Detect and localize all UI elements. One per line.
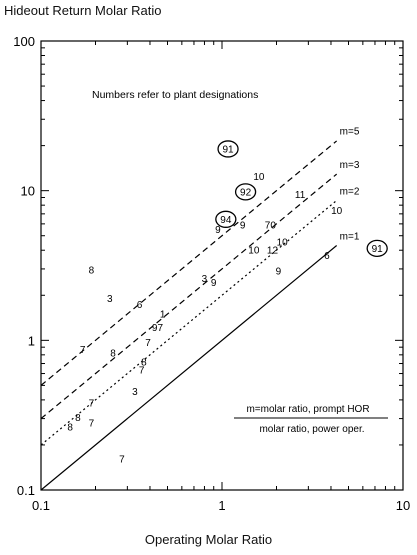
formula-numerator: m=molar ratio, prompt HOR — [246, 404, 369, 415]
data-point: 7 — [119, 454, 125, 465]
line-label-m5: m=5 — [340, 127, 360, 138]
data-point: 94 — [215, 210, 237, 228]
reference-line-labels: m=1 m=2 m=3 m=5 — [340, 127, 360, 243]
data-point: 10 — [277, 238, 289, 249]
line-m2 — [40, 200, 338, 446]
point-label: 3 — [202, 274, 208, 285]
data-point: 1 — [160, 310, 166, 321]
point-label: 7 — [89, 419, 95, 430]
formula-box: m=molar ratio, prompt HOR molar ratio, p… — [234, 404, 388, 435]
data-point: 3 — [132, 387, 138, 398]
y-axis-label: Hideout Return Molar Ratio — [4, 3, 162, 18]
point-label: 8 — [141, 357, 147, 368]
x-tick-label: 1 — [218, 498, 225, 513]
data-point: 3 — [107, 294, 113, 305]
point-label: 91 — [372, 244, 384, 255]
x-tick-label: 10 — [396, 498, 410, 513]
line-label-m2: m=2 — [340, 186, 360, 197]
data-point: 7 — [89, 399, 95, 410]
data-point: 8 — [141, 357, 147, 368]
data-point: 91 — [366, 239, 388, 258]
data-point: 12 — [267, 246, 279, 257]
y-tick-label: 10 — [21, 184, 35, 199]
line-m3 — [40, 173, 338, 420]
data-point: 7 — [139, 366, 145, 377]
point-label: 8 — [75, 413, 81, 424]
data-point: 8 — [89, 265, 95, 276]
data-point: 7 — [89, 419, 95, 430]
point-label: 92 — [240, 187, 252, 198]
point-label: 7 — [139, 366, 145, 377]
formula-denominator: molar ratio, power oper. — [259, 424, 364, 435]
point-label: 6 — [324, 251, 330, 262]
data-point: 91 — [217, 140, 239, 158]
data-point: 10 — [248, 246, 260, 257]
point-label: 9 — [211, 278, 217, 289]
plot-frame — [40, 40, 404, 491]
point-label: 10 — [248, 246, 260, 257]
y-tick-label: 0.1 — [17, 483, 35, 498]
point-label: 94 — [220, 215, 232, 226]
point-label: 7 — [80, 345, 86, 356]
data-point: 9 — [276, 267, 282, 278]
point-label: 8 — [110, 348, 116, 359]
point-circle — [215, 210, 237, 228]
axis-tick-labels: 0.1 1 10 0.1 1 10 100 — [13, 34, 410, 513]
x-tick-label: 0.1 — [32, 498, 50, 513]
point-label: 6 — [137, 300, 143, 311]
point-circle — [217, 140, 239, 158]
point-label: 9 — [276, 267, 282, 278]
point-label: 7 — [145, 338, 151, 349]
point-label: 97 — [152, 323, 164, 334]
data-point: 3 — [202, 274, 208, 285]
point-circle — [366, 239, 388, 258]
point-label: 9 — [240, 220, 246, 231]
point-label: 91 — [222, 144, 234, 155]
data-point: 6 — [137, 300, 143, 311]
point-label: 12 — [267, 246, 279, 257]
y-tick-label: 100 — [13, 34, 35, 49]
data-point: 6 — [324, 251, 330, 262]
point-label: 70 — [265, 220, 277, 231]
point-label: 11 — [295, 190, 306, 201]
point-label: 7 — [89, 399, 95, 410]
point-label: 9 — [215, 225, 221, 236]
y-tick-label: 1 — [28, 333, 35, 348]
point-circle — [234, 183, 257, 201]
line-label-m1: m=1 — [340, 231, 360, 242]
point-label: 3 — [107, 294, 113, 305]
chart-annotation: Numbers refer to plant designations — [92, 89, 258, 101]
point-label: 8 — [89, 265, 95, 276]
point-label: 7 — [119, 454, 125, 465]
line-label-m3: m=3 — [340, 160, 360, 171]
data-point: 9 — [215, 225, 221, 236]
point-label: 10 — [277, 238, 289, 249]
line-m5 — [40, 140, 338, 386]
point-label: 10 — [253, 172, 265, 183]
data-point: 10 — [331, 206, 343, 217]
data-point: 7 — [80, 345, 86, 356]
point-label: 3 — [132, 387, 138, 398]
x-axis-label: Operating Molar Ratio — [144, 532, 273, 547]
line-m1 — [40, 245, 338, 491]
data-point: 8 — [67, 422, 73, 433]
data-point: 8 — [75, 413, 81, 424]
point-label: 8 — [67, 422, 73, 433]
axis-ticks — [40, 41, 403, 491]
data-point: 8 — [110, 348, 116, 359]
data-point: 97 — [152, 323, 164, 334]
data-point: 92 — [234, 183, 257, 201]
data-point: 70 — [265, 220, 277, 231]
reference-lines — [40, 140, 338, 491]
data-point: 7 — [145, 338, 151, 349]
data-point: 9 — [240, 220, 246, 231]
point-label: 10 — [331, 206, 343, 217]
data-point: 9 — [211, 278, 217, 289]
data-point: 10 — [253, 172, 265, 183]
point-label: 1 — [160, 310, 166, 321]
data-point: 11 — [295, 190, 306, 201]
